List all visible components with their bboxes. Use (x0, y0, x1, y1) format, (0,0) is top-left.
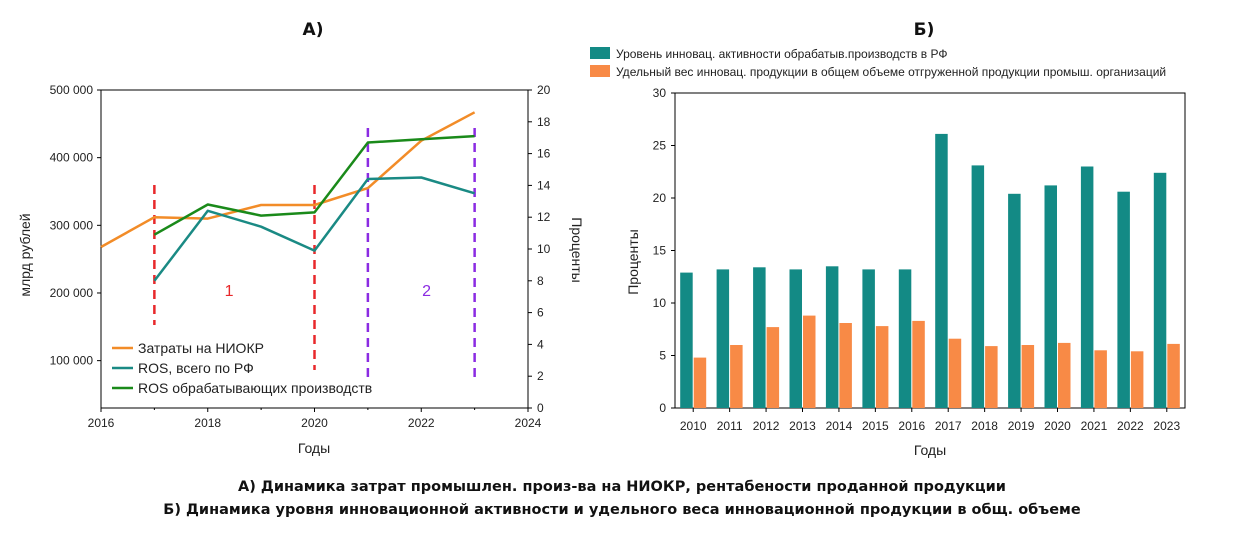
chart-a-x-tick-label: 2020 (301, 416, 328, 430)
chart-a-y-left-tick-label: 200 000 (50, 286, 94, 300)
chart-b-bar-series-0 (1044, 185, 1057, 408)
chart-a-x-tick-label: 2016 (88, 416, 115, 430)
chart-a-legend-label: ROS, всего по РФ (138, 360, 254, 376)
chart-b-bar-series-0 (971, 165, 985, 408)
chart-a-y-left-tick-label: 300 000 (50, 218, 94, 232)
chart-b-y-tick-label: 30 (653, 86, 667, 100)
chart-b-legend: Уровень инновац. активности обрабатыв.пр… (590, 47, 1166, 79)
chart-b-legend-label: Удельный вес инновац. продукции в общем … (616, 65, 1166, 79)
chart-b-bar-series-0 (680, 272, 693, 408)
chart-b-x-tick-label: 2021 (1081, 419, 1108, 433)
chart-a-legend-label: ROS обрабатывающих производств (138, 380, 372, 396)
chart-b-bar-series-0 (1080, 166, 1094, 408)
chart-a-y-left-tick-label: 500 000 (50, 83, 94, 97)
chart-b-bar-series-1 (1094, 350, 1107, 409)
chart-a-y-left-label: млрд рублей (17, 213, 33, 296)
chart-a-x-axis-label: Годы (298, 440, 330, 456)
chart-b-y-axis-label: Проценты (625, 229, 641, 295)
chart-a-y-right-tick-label: 4 (537, 337, 544, 351)
chart-b-x-tick-label: 2013 (789, 419, 816, 433)
chart-a-y-left-tick-label: 100 000 (50, 354, 94, 368)
chart-b-bar-series-1 (948, 338, 962, 408)
caption-line-2: Б) Динамика уровня инновационной активно… (163, 502, 1081, 518)
chart-b-bar-series-1 (693, 357, 707, 408)
chart-a-x-tick-label: 2018 (194, 416, 221, 430)
chart-b-bar-series-0 (789, 269, 802, 408)
chart-b-y-tick-label: 20 (653, 191, 667, 205)
chart-b: Б) Уровень инновац. активности обрабатыв… (590, 20, 1186, 458)
chart-b-bar-series-1 (766, 327, 780, 408)
chart-b-x-tick-label: 2018 (971, 419, 998, 433)
chart-a-series-line-2 (153, 134, 475, 236)
chart-b-bar-series-1 (803, 315, 816, 408)
chart-b-bar-series-1 (985, 346, 998, 408)
chart-b-x-tick-label: 2023 (1153, 419, 1180, 433)
chart-b-bar-series-1 (1058, 342, 1071, 408)
chart-b-x-tick-label: 2010 (680, 419, 707, 433)
chart-a-period-label: 2 (422, 283, 431, 300)
chart-a-y-right-label: Проценты (569, 217, 585, 283)
chart-a-y-left-tick-label: 400 000 (50, 151, 94, 165)
chart-a-title: А) (303, 20, 324, 40)
chart-b-bar-series-1 (1021, 345, 1035, 408)
chart-b-x-tick-label: 2022 (1117, 419, 1144, 433)
chart-b-y-tick-label: 25 (653, 139, 667, 153)
chart-b-bar-series-0 (862, 269, 875, 408)
chart-b-bar-series-1 (730, 345, 743, 408)
chart-b-x-tick-label: 2019 (1008, 419, 1035, 433)
chart-a-y-right-tick-label: 10 (537, 242, 551, 256)
chart-a-y-right-tick-label: 2 (537, 369, 544, 383)
chart-b-bar-series-0 (935, 133, 948, 408)
chart-b-legend-label: Уровень инновац. активности обрабатыв.пр… (616, 47, 947, 61)
chart-b-y-tick-label: 0 (659, 401, 666, 415)
chart-a-y-right-tick-label: 6 (537, 306, 544, 320)
chart-a-y-right-tick-label: 8 (537, 274, 544, 288)
chart-a-y-right-tick-label: 12 (537, 210, 551, 224)
chart-b-plot-frame (674, 92, 1186, 409)
chart-b-bar-series-0 (1117, 191, 1130, 408)
chart-b-bar-series-1 (912, 320, 925, 408)
chart-a-legend-label: Затраты на НИОКР (138, 340, 264, 356)
chart-a-y-right-tick-label: 18 (537, 115, 551, 129)
chart-b-x-tick-label: 2011 (717, 419, 743, 433)
chart-a-legend: Затраты на НИОКР ROS, всего по РФ ROS обра… (112, 340, 372, 396)
chart-a-x-tick-label: 2024 (515, 416, 542, 430)
chart-b-y-tick-label: 10 (653, 296, 667, 310)
chart-b-x-tick-label: 2012 (753, 419, 780, 433)
caption-line-1: А) Динамика затрат промышлен. произ-ва н… (238, 479, 1006, 495)
chart-a-period-label: 1 (225, 283, 234, 300)
chart-b-bar-series-1 (875, 326, 889, 408)
chart-a-y-right-tick-label: 14 (537, 178, 551, 192)
chart-b-bar-series-1 (1167, 343, 1180, 408)
chart-b-bar-series-0 (1008, 193, 1021, 408)
chart-a-y-right-tick-label: 16 (537, 147, 551, 161)
chart-b-bar-series-0 (898, 269, 912, 408)
chart-b-y-tick-label: 5 (659, 349, 666, 363)
chart-a-series-line-0 (100, 111, 476, 249)
chart-a-y-right-tick-label: 0 (537, 401, 544, 415)
chart-b-x-tick-label: 2020 (1044, 419, 1071, 433)
chart-b-bar-series-0 (825, 266, 839, 409)
chart-b-x-tick-label: 2017 (935, 419, 962, 433)
chart-b-legend-swatch (590, 47, 610, 59)
chart-b-bar-series-0 (1153, 172, 1167, 408)
chart-a-y-right-tick-label: 20 (537, 83, 551, 97)
chart-b-bar-series-0 (753, 267, 766, 408)
chart-b-x-tick-label: 2015 (862, 419, 889, 433)
chart-b-bar-series-1 (839, 323, 852, 408)
chart-b-bar-series-1 (1130, 351, 1144, 408)
chart-a-series-line-1 (153, 176, 475, 282)
chart-b-legend-swatch (590, 65, 610, 77)
chart-b-x-tick-label: 2016 (898, 419, 925, 433)
chart-b-x-axis-label: Годы (914, 442, 946, 458)
chart-b-bar-series-0 (716, 269, 730, 408)
chart-b-x-tick-label: 2014 (826, 419, 853, 433)
chart-b-y-tick-label: 15 (653, 244, 667, 258)
chart-a-x-tick-label: 2022 (408, 416, 435, 430)
chart-b-title: Б) (914, 20, 935, 40)
